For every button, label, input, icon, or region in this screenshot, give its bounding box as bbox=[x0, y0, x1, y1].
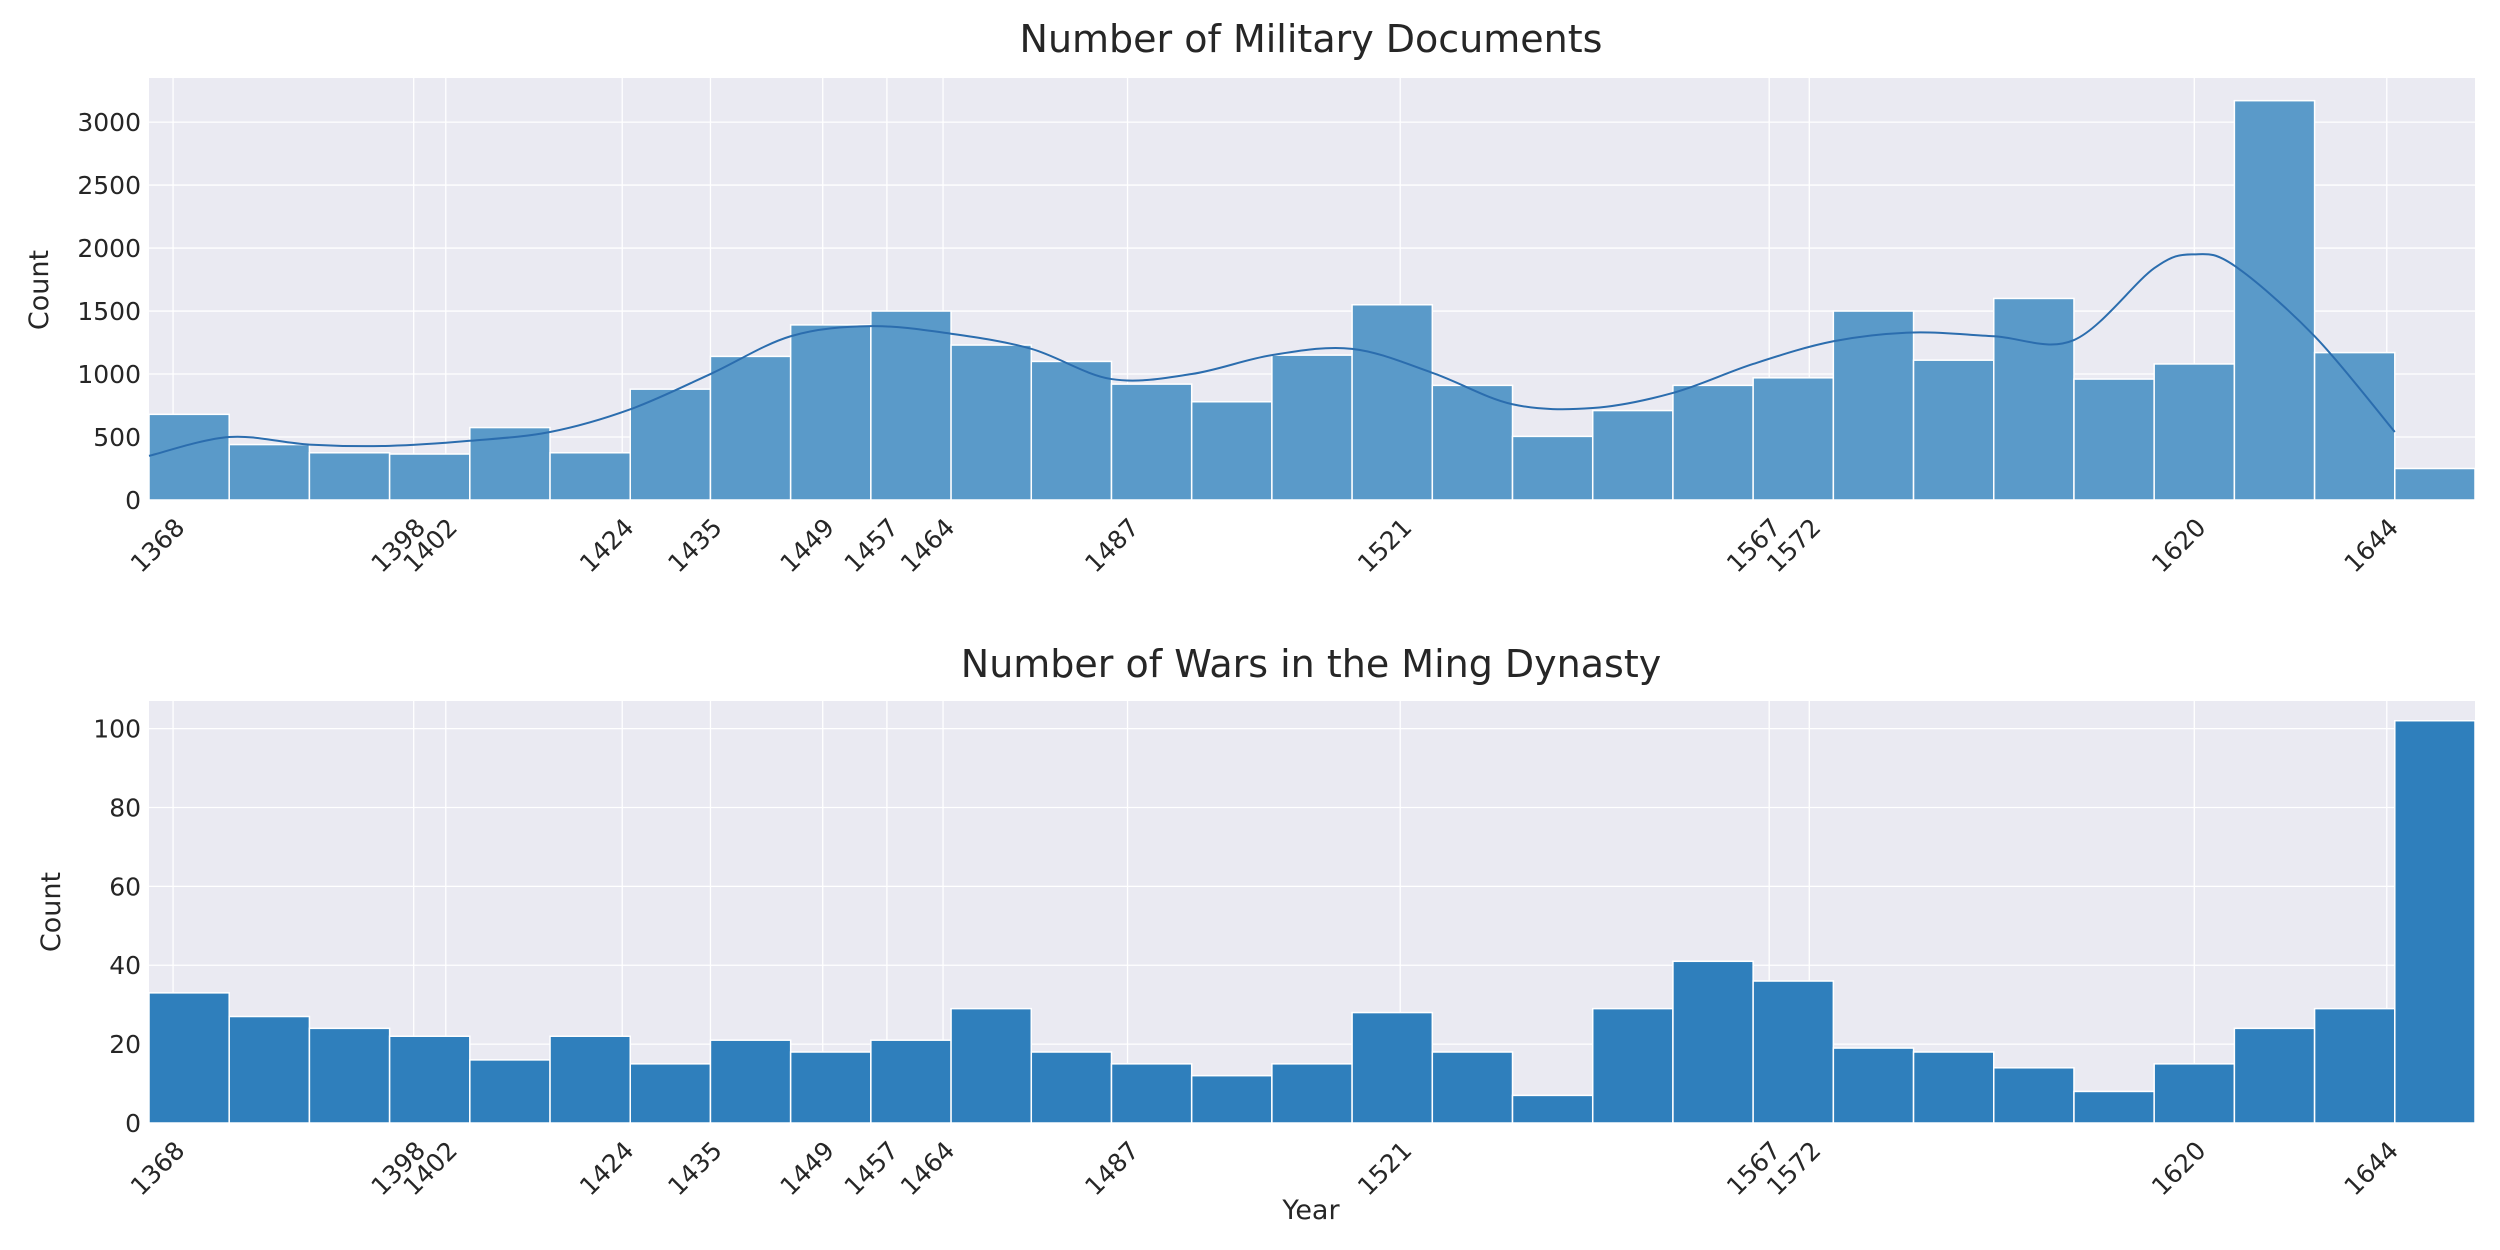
y-tick-label: 3000 bbox=[77, 108, 141, 137]
bar bbox=[549, 452, 631, 501]
kde-curve bbox=[148, 253, 2396, 457]
y-tick-label: 0 bbox=[125, 486, 141, 515]
bar bbox=[148, 992, 230, 1124]
y-tick-label: 2000 bbox=[77, 234, 141, 263]
bar bbox=[2073, 378, 2155, 501]
bar bbox=[228, 1015, 311, 1124]
bar bbox=[870, 310, 952, 501]
bar bbox=[950, 1007, 1033, 1124]
bar bbox=[709, 355, 792, 501]
bar bbox=[1431, 1051, 1514, 1124]
bar bbox=[469, 426, 551, 501]
y-tick-label: 60 bbox=[109, 872, 141, 901]
bar bbox=[1672, 384, 1754, 501]
chart-title: Number of Military Documents bbox=[1020, 17, 1603, 61]
y-axis-label: Count bbox=[24, 250, 55, 330]
bar bbox=[1511, 435, 1594, 501]
bar bbox=[1190, 1074, 1273, 1124]
y-tick-label: 80 bbox=[109, 793, 141, 822]
y-tick-labels: 0 500 1000 1500 2000 2500 3000 bbox=[77, 108, 141, 515]
bar bbox=[1752, 377, 1835, 501]
bar bbox=[1030, 360, 1113, 501]
bar bbox=[2153, 1063, 2236, 1124]
plot-area bbox=[149, 701, 2475, 1123]
bar bbox=[1431, 384, 1514, 501]
bar bbox=[2394, 467, 2476, 501]
bar bbox=[1591, 1007, 1674, 1124]
y-tick-label: 40 bbox=[109, 951, 141, 980]
bar bbox=[2313, 1007, 2396, 1124]
y-tick-label: 2500 bbox=[77, 171, 141, 200]
bar bbox=[709, 1039, 792, 1124]
y-tick-label: 20 bbox=[109, 1030, 141, 1059]
bar bbox=[950, 344, 1033, 501]
kde-line bbox=[148, 253, 2396, 457]
bar bbox=[1993, 1067, 2075, 1124]
bar bbox=[148, 413, 230, 501]
military-documents-chart: Number of Military Documents Count 0 500 1… bbox=[24, 17, 2476, 578]
bar bbox=[629, 388, 712, 501]
bar bbox=[2394, 719, 2476, 1124]
x-axis-label: Year bbox=[1281, 1195, 1340, 1226]
bars bbox=[148, 719, 2476, 1124]
bar bbox=[2233, 99, 2316, 501]
bar bbox=[629, 1063, 712, 1124]
bar bbox=[1271, 1063, 1353, 1124]
bar bbox=[870, 1039, 952, 1124]
bar bbox=[1832, 1047, 1915, 1124]
bar bbox=[2073, 1090, 2155, 1124]
bar bbox=[1190, 400, 1273, 501]
bar bbox=[1912, 1051, 1995, 1124]
bar bbox=[469, 1059, 551, 1124]
y-axis-label: Count bbox=[36, 872, 67, 952]
bar bbox=[1993, 297, 2075, 501]
bar bbox=[1110, 1063, 1193, 1124]
bar bbox=[1752, 980, 1835, 1124]
y-tick-label: 100 bbox=[93, 715, 141, 744]
bar bbox=[1351, 1011, 1434, 1124]
bar bbox=[789, 324, 872, 501]
bar bbox=[1271, 354, 1353, 501]
bar bbox=[1672, 960, 1754, 1124]
y-tick-label: 1000 bbox=[77, 360, 141, 389]
bars bbox=[148, 99, 2476, 501]
bar bbox=[1030, 1051, 1113, 1124]
bar bbox=[228, 443, 311, 501]
bar bbox=[388, 453, 471, 501]
bar bbox=[388, 1035, 471, 1124]
bar bbox=[308, 452, 391, 501]
bar bbox=[1511, 1094, 1594, 1124]
bar bbox=[789, 1051, 872, 1124]
bar bbox=[2153, 363, 2236, 501]
y-tick-labels: 0 20 40 60 80 100 bbox=[93, 715, 141, 1138]
bar bbox=[1110, 383, 1193, 501]
bar bbox=[2313, 351, 2396, 501]
y-tick-label: 0 bbox=[125, 1109, 141, 1138]
bar bbox=[1912, 359, 1995, 501]
bar bbox=[1832, 310, 1915, 501]
bar bbox=[2233, 1027, 2316, 1124]
chart-title: Number of Wars in the Ming Dynasty bbox=[961, 642, 1661, 686]
bar bbox=[1351, 303, 1434, 501]
bar bbox=[308, 1027, 391, 1124]
bar bbox=[549, 1035, 631, 1124]
y-tick-label: 500 bbox=[93, 423, 141, 452]
y-tick-label: 1500 bbox=[77, 297, 141, 326]
bar bbox=[1591, 409, 1674, 501]
